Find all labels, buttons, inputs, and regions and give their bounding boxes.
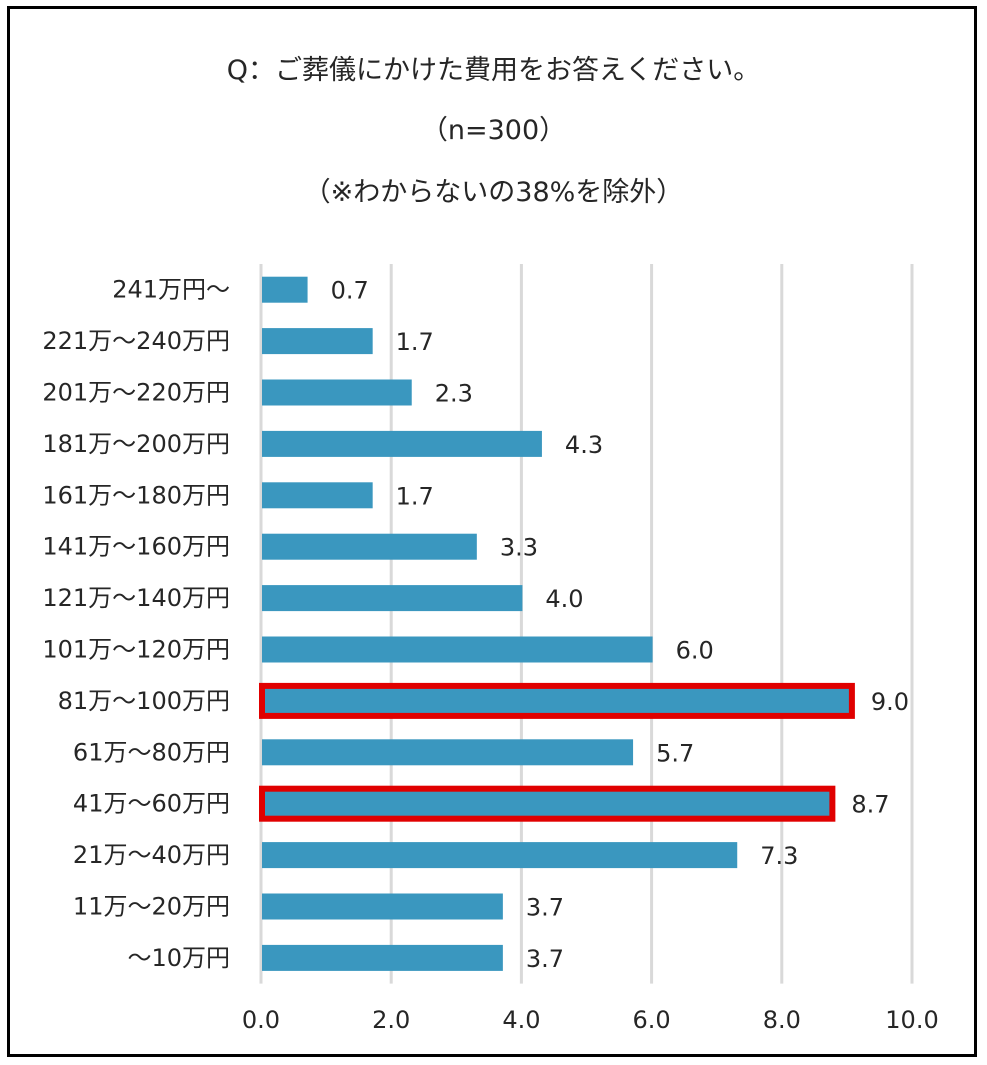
chart-title: Q：ご葬儀にかけた費用をお答えください。 xyxy=(226,55,761,86)
x-tick-label: 6.0 xyxy=(633,1006,671,1034)
x-tick-label: 10.0 xyxy=(885,1006,938,1034)
category-label: 141万～160万円 xyxy=(42,533,230,561)
category-label: 61万～80万円 xyxy=(73,738,230,766)
value-label: 9.0 xyxy=(871,688,909,716)
value-label: 1.7 xyxy=(396,482,434,510)
category-label: 41万～60万円 xyxy=(73,790,230,818)
bar xyxy=(262,739,634,766)
bar xyxy=(262,944,503,971)
category-label: 11万～20万円 xyxy=(73,893,230,921)
category-label: 181万～200万円 xyxy=(42,430,230,458)
category-label: 81万～100万円 xyxy=(58,687,230,715)
x-tick-label: 2.0 xyxy=(372,1006,410,1034)
bar xyxy=(262,533,477,560)
value-label: 1.7 xyxy=(396,328,434,356)
highlighted-bar xyxy=(259,785,836,822)
chart-frame xyxy=(7,6,977,1057)
bar xyxy=(262,379,412,406)
bar xyxy=(262,636,653,663)
value-label: 2.3 xyxy=(435,380,473,408)
category-label: 161万～180万円 xyxy=(42,481,230,509)
category-label: 241万円～ xyxy=(112,276,230,304)
bar xyxy=(262,276,308,303)
bar xyxy=(262,430,542,457)
value-label: 4.3 xyxy=(565,431,603,459)
category-label: 221万～240万円 xyxy=(42,327,230,355)
value-label: 6.0 xyxy=(676,637,714,665)
category-label: ～10万円 xyxy=(127,944,230,972)
bar xyxy=(262,893,503,920)
value-label: 7.3 xyxy=(760,842,798,870)
value-label: 8.7 xyxy=(851,791,889,819)
value-label: 3.3 xyxy=(500,534,538,562)
category-label: 21万～40万円 xyxy=(73,841,230,869)
value-label: 5.7 xyxy=(656,739,694,767)
highlighted-bar xyxy=(259,682,855,719)
category-label: 121万～140万円 xyxy=(42,584,230,612)
category-label: 201万～220万円 xyxy=(42,379,230,407)
x-tick-label: 8.0 xyxy=(763,1006,801,1034)
bar xyxy=(262,482,373,509)
category-label: 101万～120万円 xyxy=(42,636,230,664)
bar xyxy=(262,585,523,612)
bar xyxy=(262,842,738,869)
value-label: 0.7 xyxy=(331,277,369,305)
bar xyxy=(262,328,373,355)
x-tick-label: 0.0 xyxy=(242,1006,280,1034)
x-tick-label: 4.0 xyxy=(502,1006,540,1034)
chart-note: （※わからないの38%を除外） xyxy=(303,177,684,208)
value-label: 3.7 xyxy=(526,894,564,922)
chart-subtitle: （n=300） xyxy=(420,115,567,146)
value-label: 4.0 xyxy=(545,585,583,613)
value-label: 3.7 xyxy=(526,945,564,973)
